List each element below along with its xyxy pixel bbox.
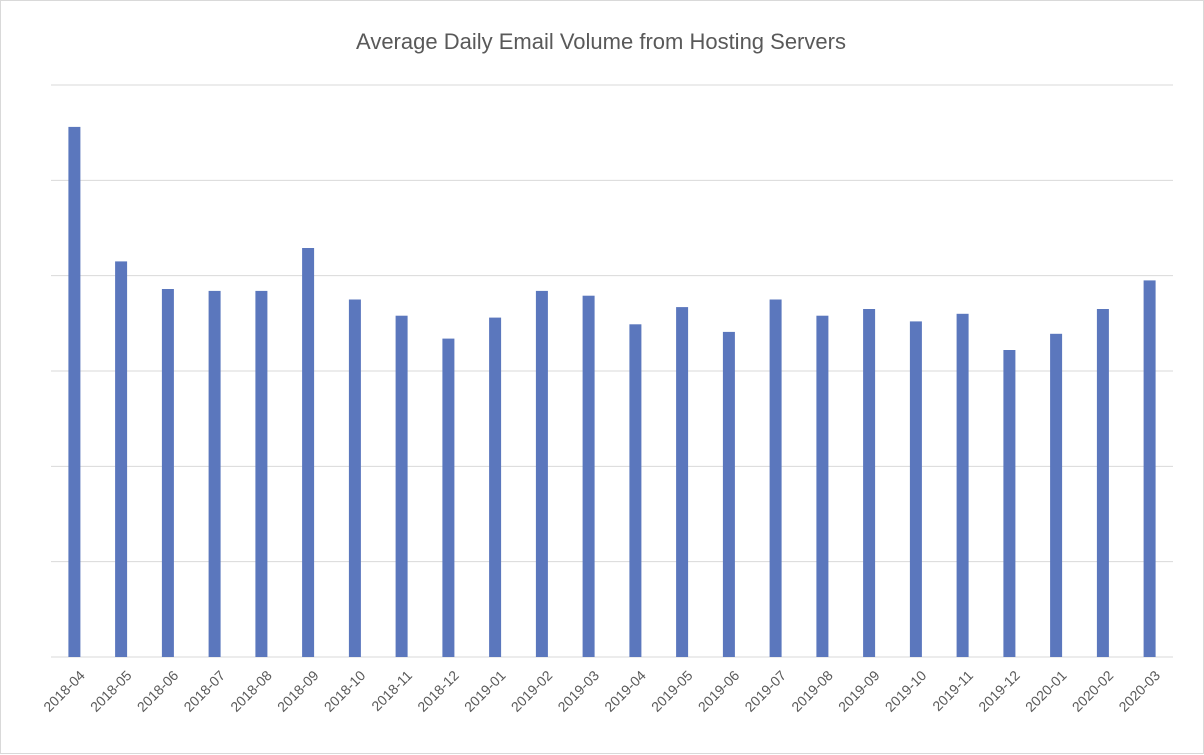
- x-tick-label: 2019-05: [648, 667, 696, 715]
- x-tick-label: 2020-02: [1069, 667, 1117, 715]
- bar-2019-02: [535, 290, 548, 657]
- x-tick-label: 2019-12: [975, 667, 1023, 715]
- bar-2018-05: [115, 261, 128, 657]
- bar-2020-01: [1050, 333, 1063, 657]
- x-tick-label: 2018-04: [40, 667, 88, 715]
- bar-2019-05: [676, 307, 689, 657]
- bar-2018-08: [255, 290, 268, 657]
- x-tick-label: 2020-03: [1115, 667, 1163, 715]
- bar-2018-06: [161, 289, 174, 657]
- x-tick-label: 2018-12: [414, 667, 462, 715]
- x-tick-label: 2019-11: [929, 667, 976, 714]
- x-tick-label: 2019-07: [741, 667, 789, 715]
- x-tick-label: 2018-07: [180, 667, 228, 715]
- bar-2019-08: [816, 315, 829, 657]
- x-tick-label: 2018-05: [87, 667, 135, 715]
- x-tick-label: 2018-06: [134, 667, 182, 715]
- x-tick-label: 2019-09: [835, 667, 883, 715]
- x-axis-tick-labels: 2018-04 2018-05 2018-06 2018-07 2018-08 2018-…: [40, 667, 1163, 715]
- bar-2020-03: [1143, 280, 1156, 657]
- bar-2018-12: [442, 338, 455, 657]
- x-tick-label: 2018-10: [321, 667, 369, 715]
- x-tick-label: 2018-08: [227, 667, 275, 715]
- x-tick-label: 2018-09: [274, 667, 322, 715]
- bar-2019-12: [1003, 350, 1016, 657]
- x-tick-label: 2019-06: [695, 667, 743, 715]
- bar-2019-04: [629, 324, 642, 657]
- x-tick-label: 2020-01: [1022, 667, 1070, 715]
- x-tick-label: 2019-04: [601, 667, 649, 715]
- bar-2019-06: [722, 331, 735, 657]
- bar-2018-09: [302, 248, 315, 657]
- chart-title: Average Daily Email Volume from Hosting …: [356, 29, 846, 54]
- bars: [68, 126, 1156, 657]
- x-tick-label: 2019-01: [461, 667, 509, 715]
- bar-2019-09: [863, 309, 876, 657]
- bar-2020-02: [1096, 309, 1109, 657]
- bar-2019-11: [956, 313, 969, 657]
- bar-2019-03: [582, 295, 595, 657]
- x-tick-label: 2018-11: [368, 667, 415, 714]
- gridlines: [51, 84, 1173, 658]
- bar-2018-07: [208, 290, 221, 657]
- x-tick-label: 2019-08: [788, 667, 836, 715]
- bar-2019-10: [909, 321, 922, 657]
- bar-2019-01: [489, 317, 502, 657]
- bar-2019-07: [769, 299, 782, 657]
- bar-2018-10: [348, 299, 361, 657]
- x-tick-label: 2019-10: [882, 667, 930, 715]
- bar-2018-11: [395, 315, 408, 657]
- x-tick-label: 2019-02: [508, 667, 556, 715]
- bar-2018-04: [68, 126, 81, 657]
- x-tick-label: 2019-03: [554, 667, 602, 715]
